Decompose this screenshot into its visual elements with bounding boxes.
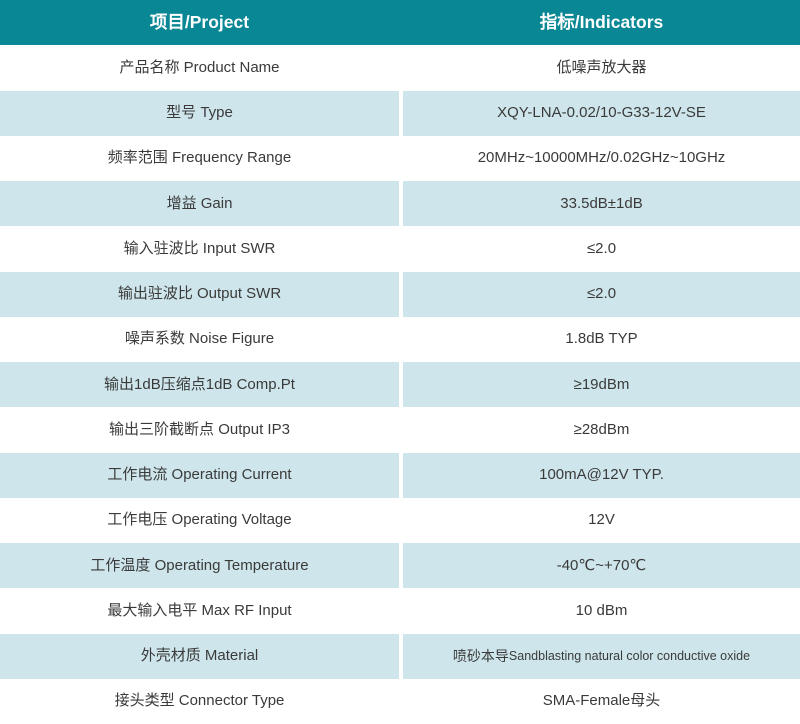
spec-value: 33.5dB±1dB (403, 181, 800, 227)
spec-label: 接头类型 Connector Type (0, 678, 399, 724)
table-row-output-swr: 输出驻波比 Output SWR ≤2.0 (0, 271, 800, 317)
spec-value: 低噪声放大器 (403, 45, 800, 91)
spec-label: 工作电压 Operating Voltage (0, 497, 399, 543)
spec-label: 增益 Gain (0, 181, 399, 227)
spec-label: 型号 Type (0, 90, 399, 136)
spec-value: 1.8dB TYP (403, 316, 800, 362)
table-row-max-rf-input: 最大输入电平 Max RF Input 10 dBm (0, 588, 800, 634)
table-row-operating-voltage: 工作电压 Operating Voltage 12V (0, 497, 800, 543)
spec-label: 外壳材质 Material (0, 633, 399, 679)
spec-value: 10 dBm (403, 588, 800, 634)
material-value-en: Sandblasting natural color conductive ox… (508, 648, 751, 663)
spec-value: 20MHz~10000MHz/0.02GHz~10GHz (403, 135, 800, 181)
material-value-cn: 喷砂本导 (452, 647, 509, 664)
table-row-connector-type: 接头类型 Connector Type SMA-Female母头 (0, 678, 800, 724)
spec-label: 工作电流 Operating Current (0, 452, 399, 498)
table-row-type: 型号 Type XQY-LNA-0.02/10-G33-12V-SE (0, 90, 800, 136)
table-row-1db-comp-pt: 输出1dB压缩点1dB Comp.Pt ≥19dBm (0, 362, 800, 408)
spec-label: 噪声系数 Noise Figure (0, 316, 399, 362)
spec-label: 输出1dB压缩点1dB Comp.Pt (0, 362, 399, 408)
table-row-operating-current: 工作电流 Operating Current 100mA@12V TYP. (0, 452, 800, 498)
spec-label: 工作温度 Operating Temperature (0, 543, 399, 589)
spec-label: 频率范围 Frequency Range (0, 135, 399, 181)
table-row-noise-figure: 噪声系数 Noise Figure 1.8dB TYP (0, 316, 800, 362)
table-row-frequency-range: 频率范围 Frequency Range 20MHz~10000MHz/0.02… (0, 135, 800, 181)
spec-value: XQY-LNA-0.02/10-G33-12V-SE (403, 90, 800, 136)
spec-label: 输出驻波比 Output SWR (0, 271, 399, 317)
spec-value: 喷砂本导 Sandblasting natural color conductiv… (403, 633, 800, 679)
spec-label: 输入驻波比 Input SWR (0, 226, 399, 272)
spec-value: SMA-Female母头 (403, 678, 800, 724)
header-project: 项目/Project (149, 12, 250, 33)
spec-value: ≤2.0 (403, 271, 800, 317)
table-row-output-ip3: 输出三阶截断点 Output IP3 ≥28dBm (0, 407, 800, 453)
table-row-operating-temperature: 工作温度 Operating Temperature -40℃~+70℃ (0, 543, 800, 589)
spec-value: 12V (403, 497, 800, 543)
table-header-row: 项目/Project 指标/Indicators (0, 0, 800, 46)
spec-label: 产品名称 Product Name (0, 45, 399, 91)
spec-value: 100mA@12V TYP. (403, 452, 800, 498)
spec-label: 输出三阶截断点 Output IP3 (0, 407, 399, 453)
spec-value: -40℃~+70℃ (403, 543, 800, 589)
table-row-product-name: 产品名称 Product Name 低噪声放大器 (0, 45, 800, 91)
header-indicators: 指标/Indicators (539, 12, 664, 33)
table-row-input-swr: 输入驻波比 Input SWR ≤2.0 (0, 226, 800, 272)
spec-value: ≥19dBm (403, 362, 800, 408)
spec-value: ≤2.0 (403, 226, 800, 272)
spec-value: ≥28dBm (403, 407, 800, 453)
table-row-gain: 增益 Gain 33.5dB±1dB (0, 181, 800, 227)
table-row-material: 外壳材质 Material 喷砂本导 Sandblasting natural c… (0, 633, 800, 679)
spec-label: 最大输入电平 Max RF Input (0, 588, 399, 634)
